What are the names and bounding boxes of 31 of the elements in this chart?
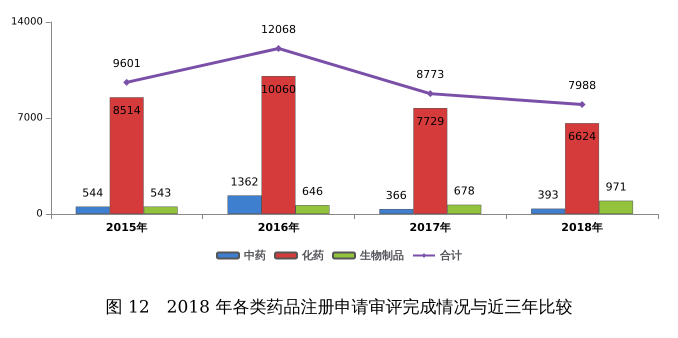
x-tick-label: 2017年 <box>409 221 452 234</box>
data-label: 7729 <box>416 115 444 128</box>
point <box>426 90 434 98</box>
data-label: 8514 <box>112 104 141 118</box>
data-label: 543 <box>150 186 172 200</box>
legend-label: 生物制品 <box>359 249 404 262</box>
point <box>123 78 130 86</box>
data-label: 9601 <box>112 56 141 70</box>
x-tick-label: 2015年 <box>106 221 148 234</box>
data-label: 544 <box>82 186 104 200</box>
point <box>578 100 586 108</box>
point <box>275 44 282 52</box>
data-label: 393 <box>538 188 559 202</box>
data-label: 6624 <box>568 130 596 144</box>
y-tick-label: 7000 <box>17 112 43 124</box>
data-label: 366 <box>386 188 407 202</box>
y-tick-label: 14000 <box>11 16 43 28</box>
caption: 图 12 2018 年各类药品注册申请审评完成情况与近三年比较 <box>106 298 572 318</box>
data-label: 971 <box>606 180 627 194</box>
x-tick-label: 2018年 <box>561 221 603 234</box>
data-label: 7988 <box>568 78 596 92</box>
data-label: 12068 <box>261 22 296 36</box>
data-label: 646 <box>302 185 324 198</box>
legend-label: 合计 <box>439 249 462 262</box>
data-label: 1362 <box>230 175 259 188</box>
x-tick-label: 2016年 <box>258 221 300 234</box>
data-label: 678 <box>454 184 475 198</box>
legend-label: 中药 <box>244 249 266 262</box>
y-tick-label: 0 <box>36 208 43 220</box>
data-label: 8773 <box>416 68 444 82</box>
legend-label: 化药 <box>301 249 324 262</box>
